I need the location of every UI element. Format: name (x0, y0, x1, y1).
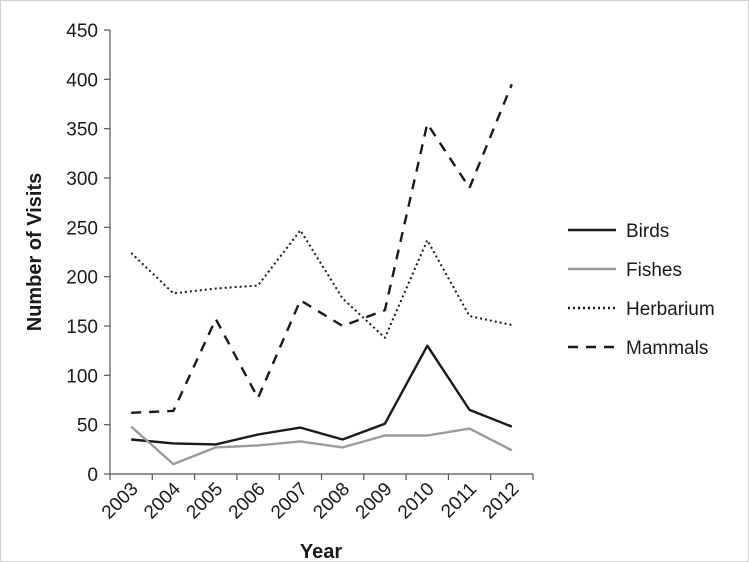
series-line-herbarium (130, 229, 513, 339)
legend-label-fishes: Fishes (626, 260, 682, 281)
y-tick-label: 350 (66, 120, 98, 141)
y-tick-label: 450 (66, 21, 98, 42)
y-tick-label: 150 (66, 317, 98, 338)
legend-label-herbarium: Herbarium (626, 299, 715, 320)
y-tick-label: 250 (66, 218, 98, 239)
y-tick-label: 200 (66, 268, 98, 289)
y-tick-label: 300 (66, 169, 98, 190)
series-line-mammals (131, 83, 513, 414)
y-tick-label: 50 (77, 416, 98, 437)
series-line-fishes (130, 425, 513, 466)
y-tick-label: 100 (66, 366, 98, 387)
y-tick-label: 400 (66, 70, 98, 91)
series-line-birds (131, 344, 513, 446)
legend-label-mammals: Mammals (626, 338, 708, 359)
y-tick-label: 0 (87, 465, 98, 486)
legend-label-birds: Birds (626, 221, 669, 242)
x-axis-title: Year (300, 541, 342, 562)
y-axis-title: Number of Visits (24, 173, 46, 332)
